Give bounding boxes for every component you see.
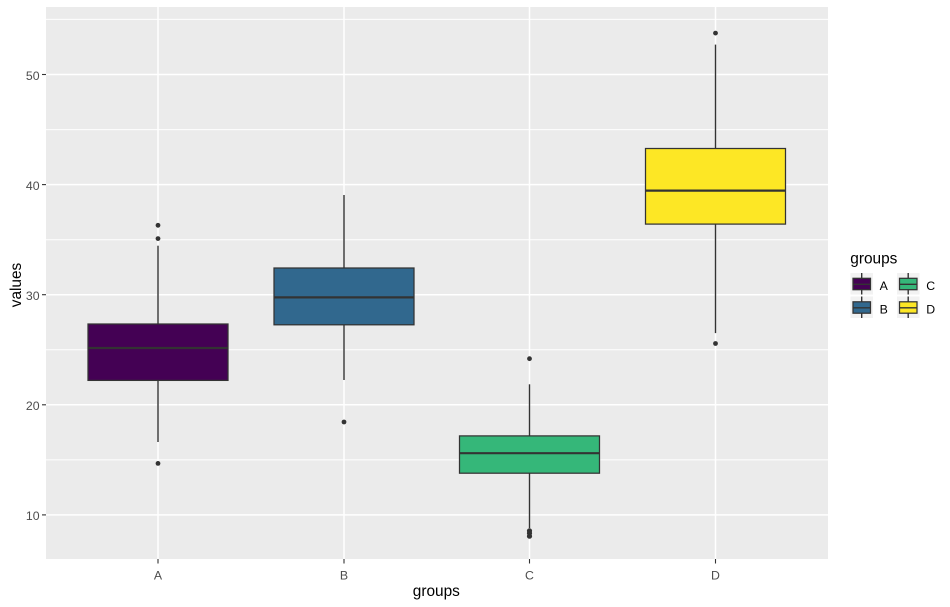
svg-text:20: 20	[26, 399, 40, 413]
svg-text:50: 50	[26, 69, 40, 83]
svg-text:B: B	[340, 568, 348, 582]
svg-text:10: 10	[26, 509, 40, 523]
svg-text:A: A	[880, 279, 889, 293]
svg-text:groups: groups	[850, 251, 897, 268]
svg-text:C: C	[525, 568, 534, 582]
svg-text:40: 40	[26, 179, 40, 193]
svg-text:D: D	[711, 568, 720, 582]
svg-text:values: values	[8, 262, 25, 307]
svg-text:30: 30	[26, 289, 40, 303]
svg-text:C: C	[926, 279, 935, 293]
svg-text:groups: groups	[413, 583, 460, 600]
svg-text:A: A	[154, 568, 163, 582]
svg-text:B: B	[880, 302, 888, 316]
svg-text:D: D	[926, 302, 935, 316]
